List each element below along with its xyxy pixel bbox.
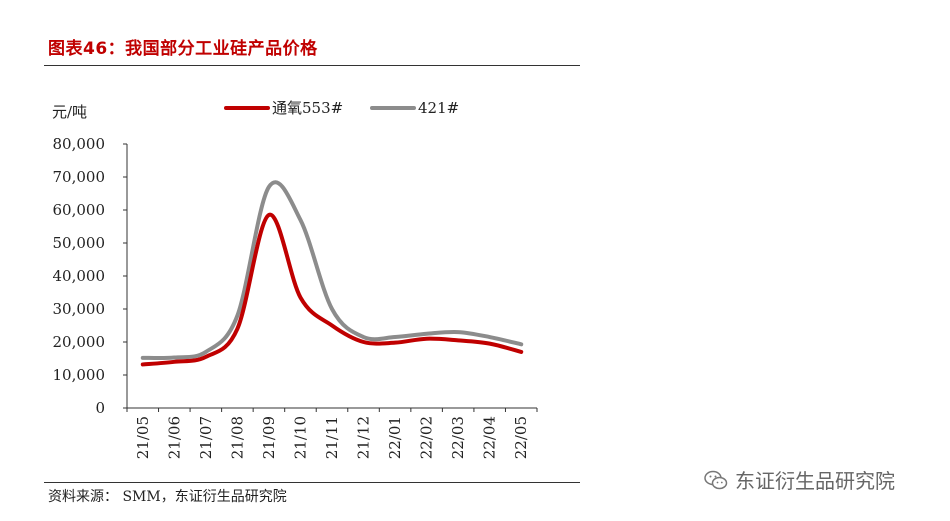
x-tick-label: 22/05 <box>512 416 530 459</box>
y-tick-label: 10,000 <box>53 366 106 384</box>
x-tick-label: 21/11 <box>323 416 341 459</box>
y-axis-unit-label: 元/吨 <box>52 103 87 121</box>
x-tick-label: 21/09 <box>260 416 278 459</box>
top-rule <box>44 65 580 66</box>
x-tick-label: 22/03 <box>449 416 467 459</box>
series-line-0 <box>140 212 524 367</box>
y-tick-label: 0 <box>95 399 105 417</box>
y-tick-label: 40,000 <box>53 267 106 285</box>
series-lines <box>140 180 524 367</box>
watermark-text: 东证衍生品研究院 <box>735 469 895 493</box>
bottom-rule <box>44 482 580 483</box>
x-tick-labels: 21/05 21/06 21/07 21/08 21/09 21/10 21/11 21/12… <box>126 408 538 459</box>
x-tick-label: 21/06 <box>165 416 183 459</box>
y-tick-label: 80,000 <box>53 135 106 153</box>
y-tick-labels: 0 10,000 20,000 30,000 40,000 50,000 60,000 70,… <box>53 135 127 417</box>
chart-legend: 通氧553# 421# <box>224 99 459 117</box>
legend-label: 421# <box>418 99 459 117</box>
x-tick-label: 21/12 <box>355 416 373 459</box>
x-tick-label: 22/01 <box>386 416 404 459</box>
x-tick-label: 21/05 <box>134 416 152 459</box>
figure-title: 图表46：我国部分工业硅产品价格 <box>48 39 318 59</box>
y-tick-label: 50,000 <box>53 234 106 252</box>
x-tick-label: 22/04 <box>481 416 499 459</box>
legend-label: 通氧553# <box>272 99 343 117</box>
wechat-icon <box>704 470 728 489</box>
x-tick-label: 21/08 <box>228 416 246 459</box>
y-tick-label: 20,000 <box>53 333 106 351</box>
series-line-1 <box>140 180 524 361</box>
axes <box>126 144 537 409</box>
watermark: 东证衍生品研究院 <box>703 465 895 494</box>
x-tick-label: 22/02 <box>418 416 436 459</box>
y-tick-label: 60,000 <box>53 201 106 219</box>
x-tick-label: 21/10 <box>291 416 309 459</box>
y-tick-label: 30,000 <box>53 300 106 318</box>
x-tick-label: 21/07 <box>197 416 215 459</box>
y-tick-label: 70,000 <box>53 168 106 186</box>
source-note: 资料来源： SMM，东证衍生品研究院 <box>48 489 287 505</box>
